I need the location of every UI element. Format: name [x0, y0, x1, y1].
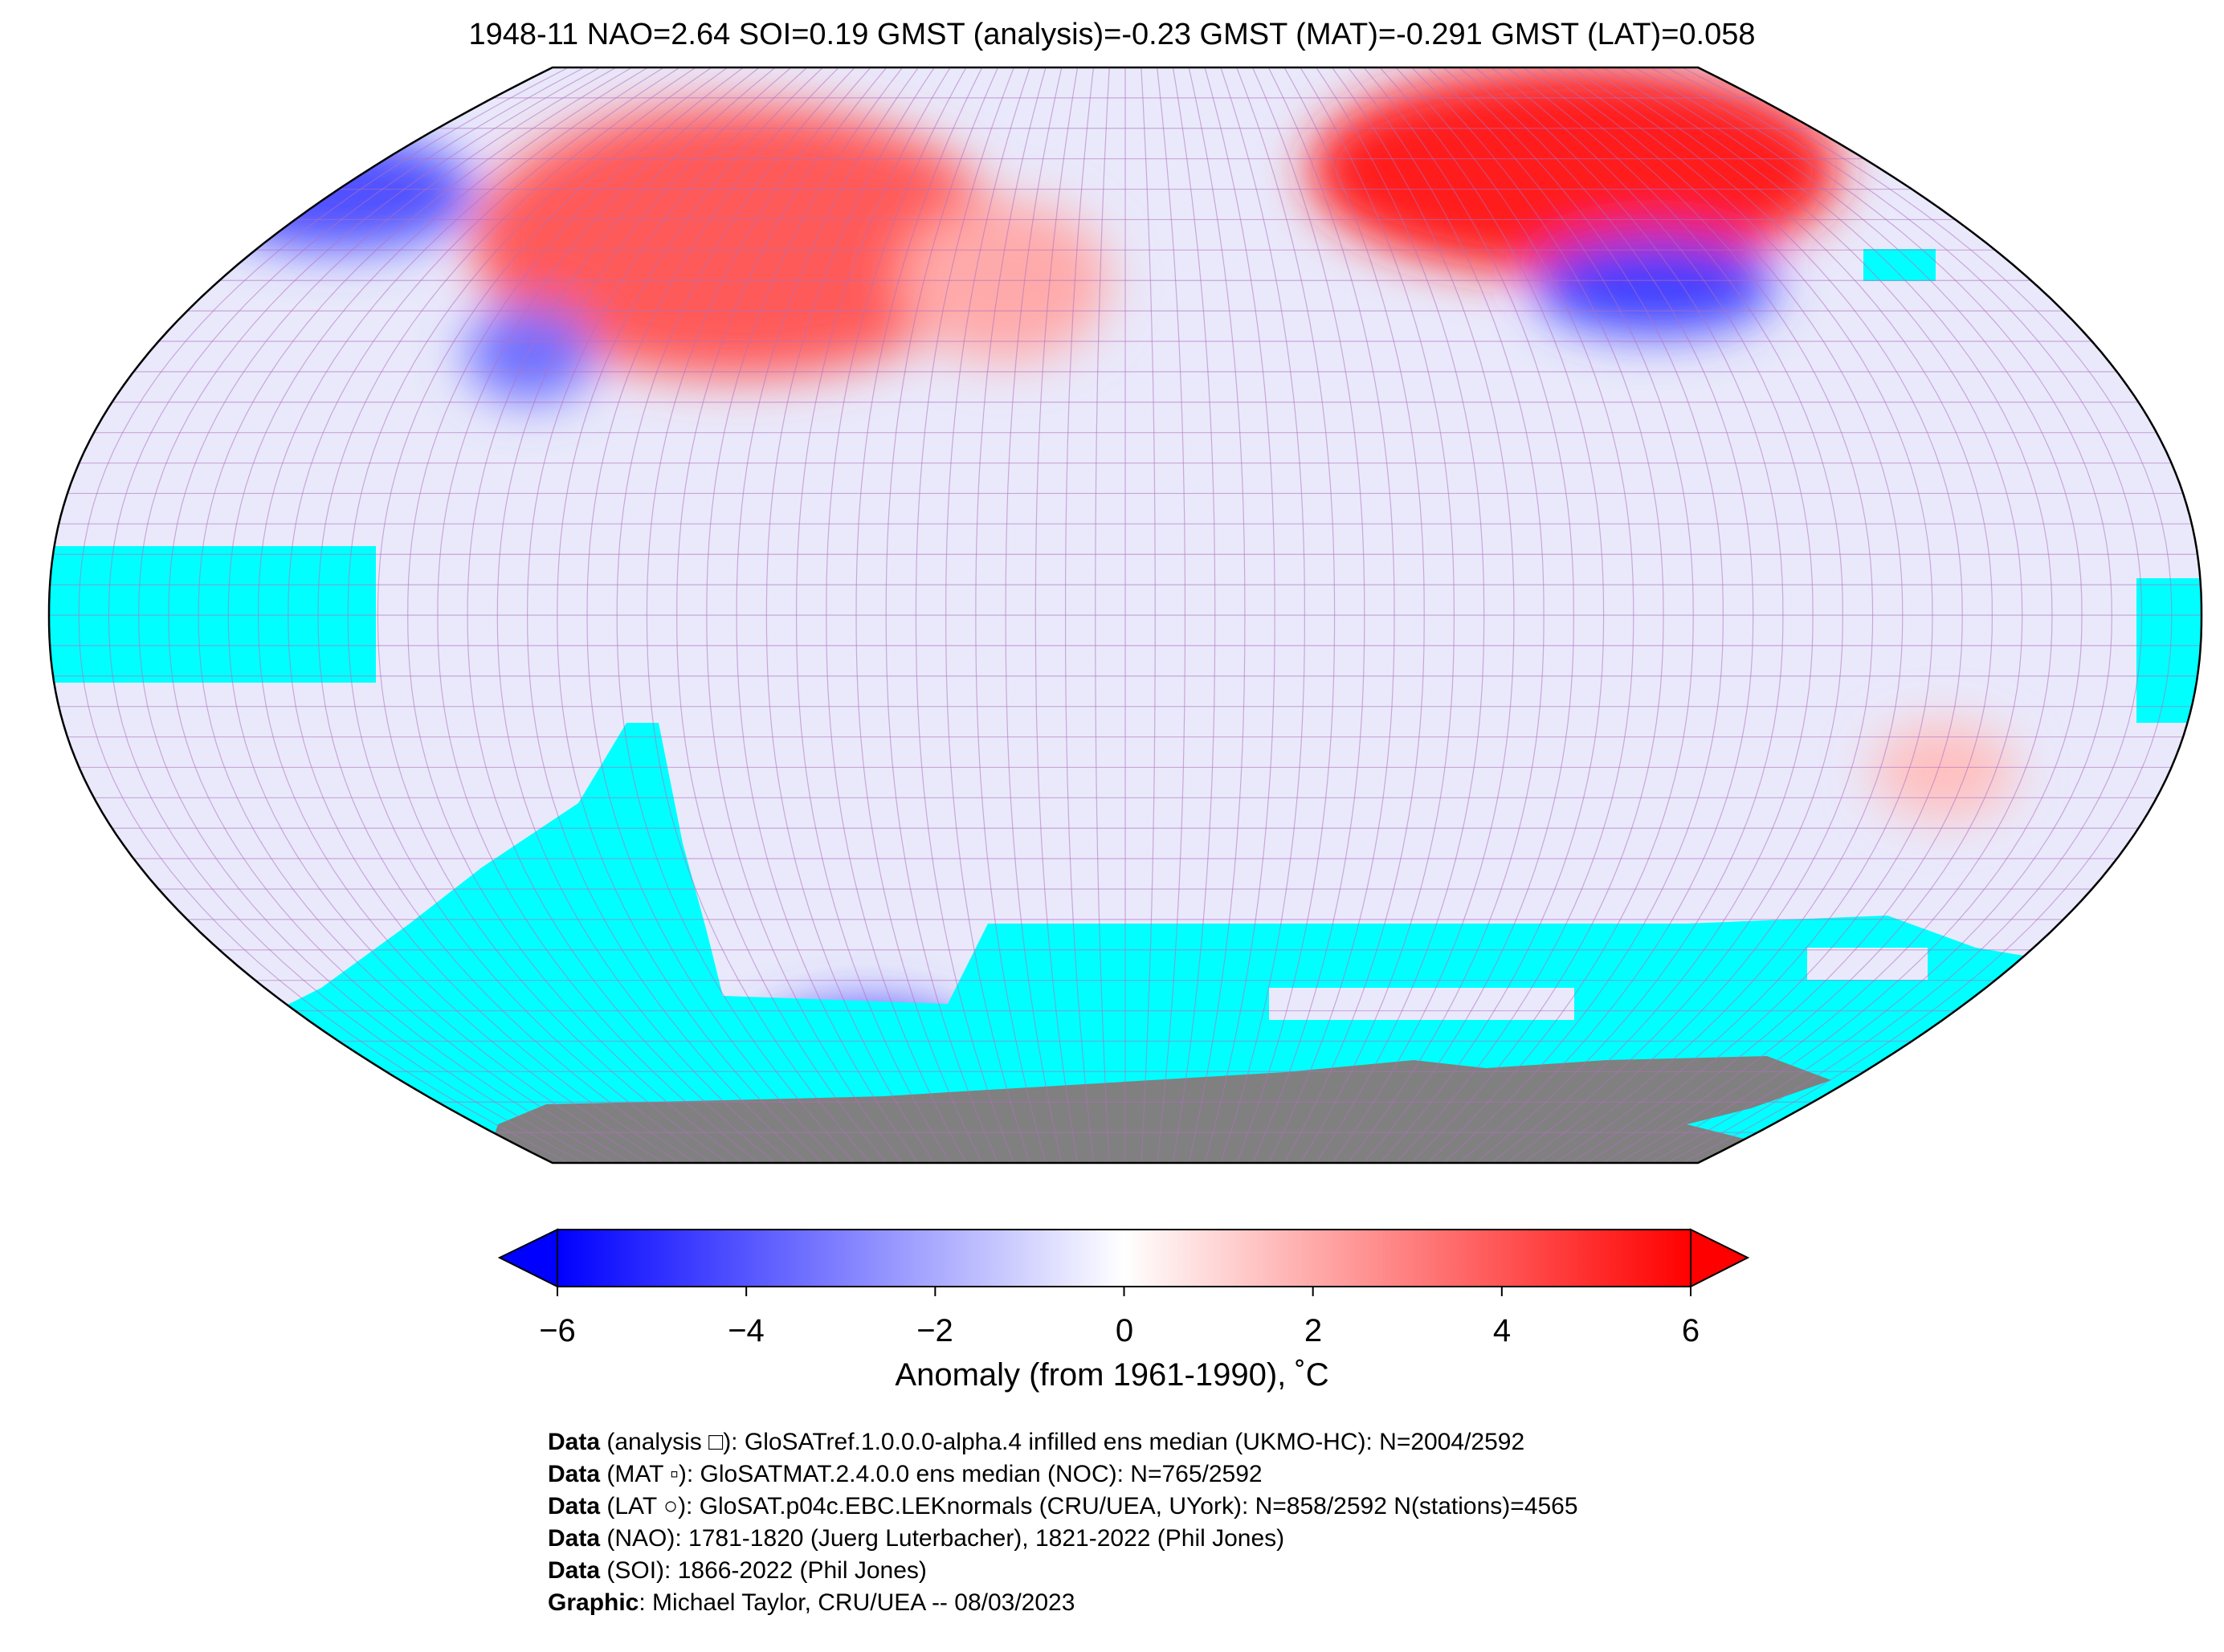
meridian-line: [1538, 67, 1904, 1163]
meridian-line: [1682, 67, 2173, 1163]
meridian-line: [1283, 67, 1425, 1163]
meridian-line: [1426, 67, 1694, 1163]
meridian-line: [347, 67, 712, 1163]
meridian-line: [1095, 67, 1110, 1163]
colorbar-extend-high: [1690, 1228, 1750, 1288]
meridian-line: [78, 67, 569, 1163]
meridian-line: [1157, 67, 1185, 1163]
meridian-line: [377, 67, 728, 1163]
map-outline: [47, 66, 2203, 1165]
meridian-line: [526, 67, 808, 1163]
meridian-line: [646, 67, 871, 1163]
meridian-line: [407, 67, 744, 1163]
australia-warm-anomaly: [1871, 723, 2016, 819]
colorbar-tick-label: −6: [539, 1313, 576, 1348]
meridian-line: [1459, 67, 1754, 1163]
meridian-line: [496, 67, 792, 1163]
meridian-line: [1188, 67, 1246, 1163]
meridian-line: [557, 67, 824, 1163]
meridian-line: [1650, 67, 2112, 1163]
meridian-line: [945, 67, 1030, 1163]
meridian-line: [975, 67, 1047, 1163]
meridian-line: [736, 67, 919, 1163]
us-west-cold-anomaly: [466, 305, 594, 402]
meridian-line: [1065, 67, 1094, 1163]
meridian-line: [288, 67, 680, 1163]
colorbar-tick-label: 2: [1304, 1313, 1323, 1348]
meridian-line: [676, 67, 888, 1163]
meridian-line: [1554, 67, 1933, 1163]
meridian-line: [765, 67, 935, 1163]
meridian-line: [1236, 67, 1336, 1163]
meridian-line: [1034, 67, 1079, 1163]
colorbar-extend-low: [497, 1228, 558, 1288]
meridian-line: [1220, 67, 1305, 1163]
colorbar-label: Anomaly (from 1961-1990), ˚C: [895, 1357, 1329, 1393]
meridian-line: [1586, 67, 1993, 1163]
credit-line: Data (analysis □): GloSATref.1.0.0.0-alp…: [548, 1429, 1525, 1455]
meridian-line: [1507, 67, 1843, 1163]
credit-line: Data (MAT ▫): GloSATMAT.2.4.0.0 ens medi…: [548, 1461, 1263, 1487]
meridian-line: [795, 67, 951, 1163]
meridian-line: [1332, 67, 1515, 1163]
colorbar-gradient: [557, 1229, 1691, 1287]
meridian-line: [1570, 67, 1963, 1163]
meridian-line: [317, 67, 696, 1163]
meridian-line: [1475, 67, 1784, 1163]
colorbar: [497, 1228, 1750, 1296]
grid-lines: [49, 67, 2202, 1163]
credit-line: Data (SOI): 1866-2022 (Phil Jones): [548, 1557, 927, 1584]
meridian-line: [108, 67, 585, 1163]
meridian-line: [1666, 67, 2143, 1163]
meridian-line: [257, 67, 664, 1163]
anomaly-map: [49, 67, 2202, 1163]
credit-line: Data (NAO): 1781-1820 (Juerg Luterbacher…: [548, 1525, 1285, 1552]
colorbar-tick-label: 6: [1681, 1313, 1700, 1348]
atlantic-warm-anomaly: [900, 201, 1108, 361]
meridian-line: [1267, 67, 1395, 1163]
alaska-cold-anomaly: [201, 137, 474, 249]
meridian-line: [1172, 67, 1216, 1163]
meridian-line: [706, 67, 904, 1163]
meridian-line: [1316, 67, 1485, 1163]
meridian-line: [1204, 67, 1275, 1163]
meridian-line: [1602, 67, 2023, 1163]
meridian-line: [1491, 67, 1814, 1163]
meridian-line: [1300, 67, 1455, 1163]
meridian-line: [1522, 67, 1874, 1163]
meridian-line: [1251, 67, 1365, 1163]
meridian-line: [1379, 67, 1605, 1163]
meridian-line: [915, 67, 1014, 1163]
meridian-line: [586, 67, 839, 1163]
central-asia-cold-anomaly: [1534, 237, 1775, 333]
map-title: 1948-11 NAO=2.64 SOI=0.19 GMST (analysis…: [468, 18, 1756, 51]
meridian-line: [826, 67, 967, 1163]
meridian-line: [855, 67, 983, 1163]
colorbar-tick-label: −4: [728, 1313, 765, 1348]
credits: Data (analysis □): GloSATref.1.0.0.0-alp…: [548, 1426, 1578, 1619]
meridian-line: [1618, 67, 2053, 1163]
credit-line: Graphic: Michael Taylor, CRU/UEA -- 08/0…: [548, 1589, 1075, 1616]
meridian-line: [1363, 67, 1574, 1163]
meridian-line: [616, 67, 855, 1163]
meridian-line: [1347, 67, 1545, 1163]
meridian-line: [885, 67, 999, 1163]
meridian-line: [227, 67, 649, 1163]
meridian-line: [1634, 67, 2083, 1163]
meridian-line: [1141, 67, 1156, 1163]
meridian-line: [437, 67, 760, 1163]
colorbar-tick-label: 4: [1492, 1313, 1512, 1348]
meridian-line: [168, 67, 617, 1163]
meridian-line: [467, 67, 776, 1163]
meridian-line: [1443, 67, 1724, 1163]
meridian-line: [1005, 67, 1063, 1163]
colorbar-tick-label: 0: [1115, 1313, 1134, 1348]
meridian-line: [1411, 67, 1664, 1163]
colorbar-tick-label: −2: [916, 1313, 953, 1348]
credit-line: Data (LAT ○): GloSAT.p04c.EBC.LEKnormals…: [548, 1493, 1578, 1519]
meridian-line: [198, 67, 633, 1163]
meridian-line: [138, 67, 601, 1163]
meridian-line: [1395, 67, 1634, 1163]
